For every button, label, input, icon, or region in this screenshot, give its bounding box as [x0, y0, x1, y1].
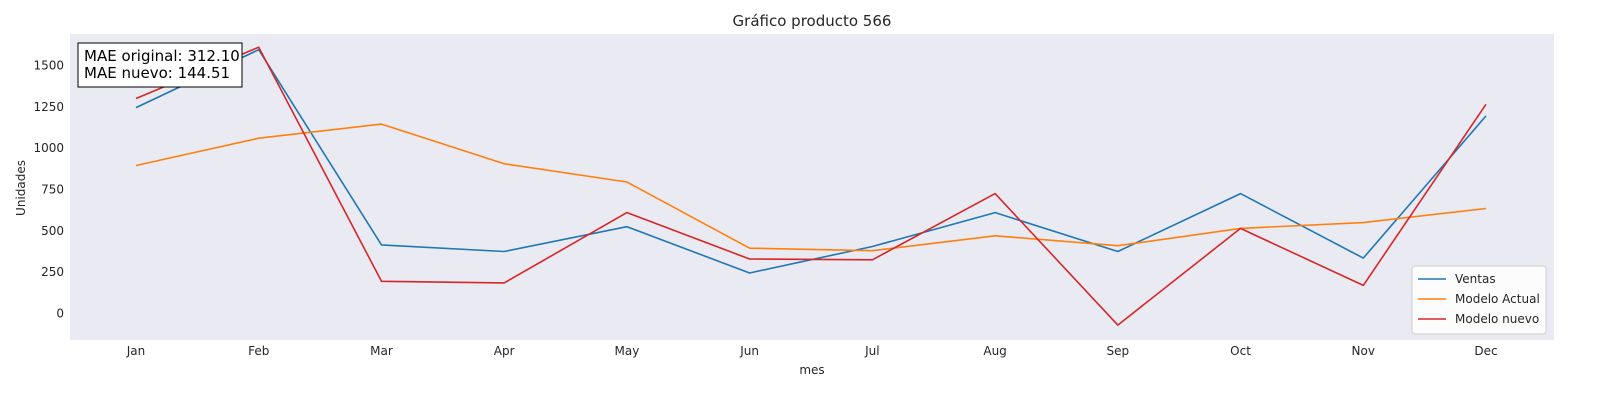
series-line-modelo-actual: [135, 123, 1487, 252]
x-tick-label: Apr: [494, 344, 515, 358]
y-tick-label: 1250: [33, 100, 64, 114]
y-tick-label: 500: [41, 224, 64, 238]
legend-label: Ventas: [1455, 272, 1496, 286]
legend-items: Ventas Modelo Actual Modelo nuevo: [1418, 272, 1540, 326]
x-tick-label: Feb: [248, 344, 269, 358]
legend: Ventas Modelo Actual Modelo nuevo: [1411, 265, 1547, 335]
plot-background: [70, 34, 1554, 340]
mae-nuevo-text: MAE nuevo: 144.51: [84, 64, 230, 82]
y-tick-label: 1500: [33, 58, 64, 72]
series-lines: [135, 46, 1487, 326]
x-tick-label: Oct: [1230, 344, 1251, 358]
legend-box: [1411, 265, 1547, 335]
x-axis-label: mes: [799, 363, 824, 377]
x-tick-label: Dec: [1474, 344, 1497, 358]
x-tick-label: Mar: [370, 344, 393, 358]
x-tick-label: Sep: [1107, 344, 1130, 358]
legend-label: Modelo nuevo: [1455, 312, 1539, 326]
chart-title: Gráfico producto 566: [733, 12, 892, 30]
y-axis-label: Unidades: [14, 160, 28, 216]
x-axis: Jan Feb Mar Apr May Jun Jul Aug Sep Oct Nov Dec: [126, 344, 1498, 358]
y-tick-label: 1000: [33, 141, 64, 155]
x-tick-label: Nov: [1352, 344, 1375, 358]
x-tick-label: Jul: [864, 344, 879, 358]
x-tick-label: May: [615, 344, 640, 358]
y-axis: 0 250 500 750 1000 1250 1500: [33, 58, 64, 320]
y-tick-label: 0: [56, 307, 64, 321]
legend-label: Modelo Actual: [1455, 292, 1540, 306]
y-tick-label: 250: [41, 265, 64, 279]
x-tick-label: Jan: [126, 344, 146, 358]
mae-original-text: MAE original: 312.10: [84, 47, 240, 65]
x-tick-label: Aug: [983, 344, 1006, 358]
mae-annotation-box: MAE original: 312.10 MAE nuevo: 144.51: [77, 42, 243, 88]
x-tick-label: Jun: [739, 344, 759, 358]
y-tick-label: 750: [41, 182, 64, 196]
series-line-modelo-nuevo: [135, 46, 1487, 326]
